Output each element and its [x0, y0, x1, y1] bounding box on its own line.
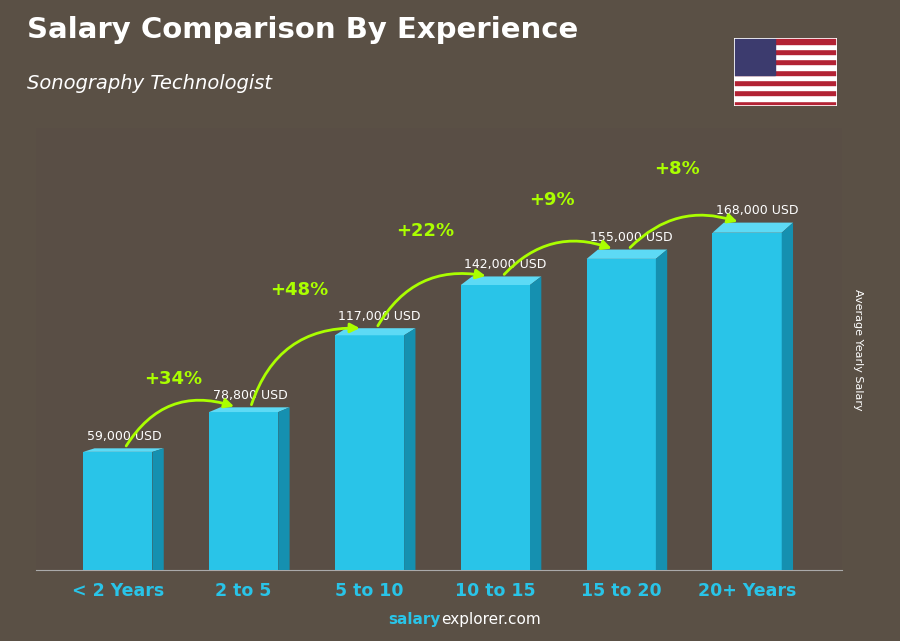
- Text: +8%: +8%: [654, 160, 700, 178]
- Bar: [734, 54, 837, 59]
- Polygon shape: [530, 276, 541, 570]
- Bar: [734, 38, 837, 44]
- Text: 155,000 USD: 155,000 USD: [590, 231, 672, 244]
- Bar: [734, 96, 837, 101]
- Polygon shape: [461, 285, 530, 570]
- Polygon shape: [209, 412, 278, 570]
- Polygon shape: [83, 448, 164, 452]
- Polygon shape: [782, 222, 793, 570]
- Text: 59,000 USD: 59,000 USD: [86, 430, 161, 443]
- Text: Sonography Technologist: Sonography Technologist: [27, 74, 272, 93]
- Text: 142,000 USD: 142,000 USD: [464, 258, 546, 271]
- Bar: [734, 59, 837, 64]
- Text: Salary Comparison By Experience: Salary Comparison By Experience: [27, 16, 578, 44]
- Polygon shape: [209, 407, 290, 412]
- Polygon shape: [713, 233, 782, 570]
- Polygon shape: [713, 222, 793, 233]
- Polygon shape: [83, 452, 152, 570]
- Text: explorer.com: explorer.com: [441, 612, 541, 627]
- Text: +48%: +48%: [270, 281, 328, 299]
- Polygon shape: [656, 249, 667, 570]
- Polygon shape: [335, 328, 416, 335]
- Bar: [734, 38, 775, 75]
- Bar: [734, 69, 837, 75]
- Bar: [734, 64, 837, 69]
- Polygon shape: [335, 335, 404, 570]
- Text: +22%: +22%: [396, 222, 454, 240]
- Bar: [734, 85, 837, 90]
- Polygon shape: [278, 407, 290, 570]
- Text: salary: salary: [389, 612, 441, 627]
- Text: 168,000 USD: 168,000 USD: [716, 204, 798, 217]
- Text: +9%: +9%: [528, 192, 574, 210]
- Text: +34%: +34%: [144, 370, 202, 388]
- Polygon shape: [152, 448, 164, 570]
- Polygon shape: [404, 328, 416, 570]
- Text: 117,000 USD: 117,000 USD: [338, 310, 421, 323]
- Bar: [734, 44, 837, 49]
- Text: Average Yearly Salary: Average Yearly Salary: [852, 288, 862, 410]
- Bar: [734, 101, 837, 106]
- Bar: [734, 90, 837, 96]
- Text: 78,800 USD: 78,800 USD: [212, 389, 287, 402]
- Polygon shape: [587, 249, 667, 259]
- Bar: [734, 49, 837, 54]
- Polygon shape: [587, 259, 656, 570]
- Bar: [734, 75, 837, 80]
- Polygon shape: [461, 276, 541, 285]
- Bar: [734, 80, 837, 85]
